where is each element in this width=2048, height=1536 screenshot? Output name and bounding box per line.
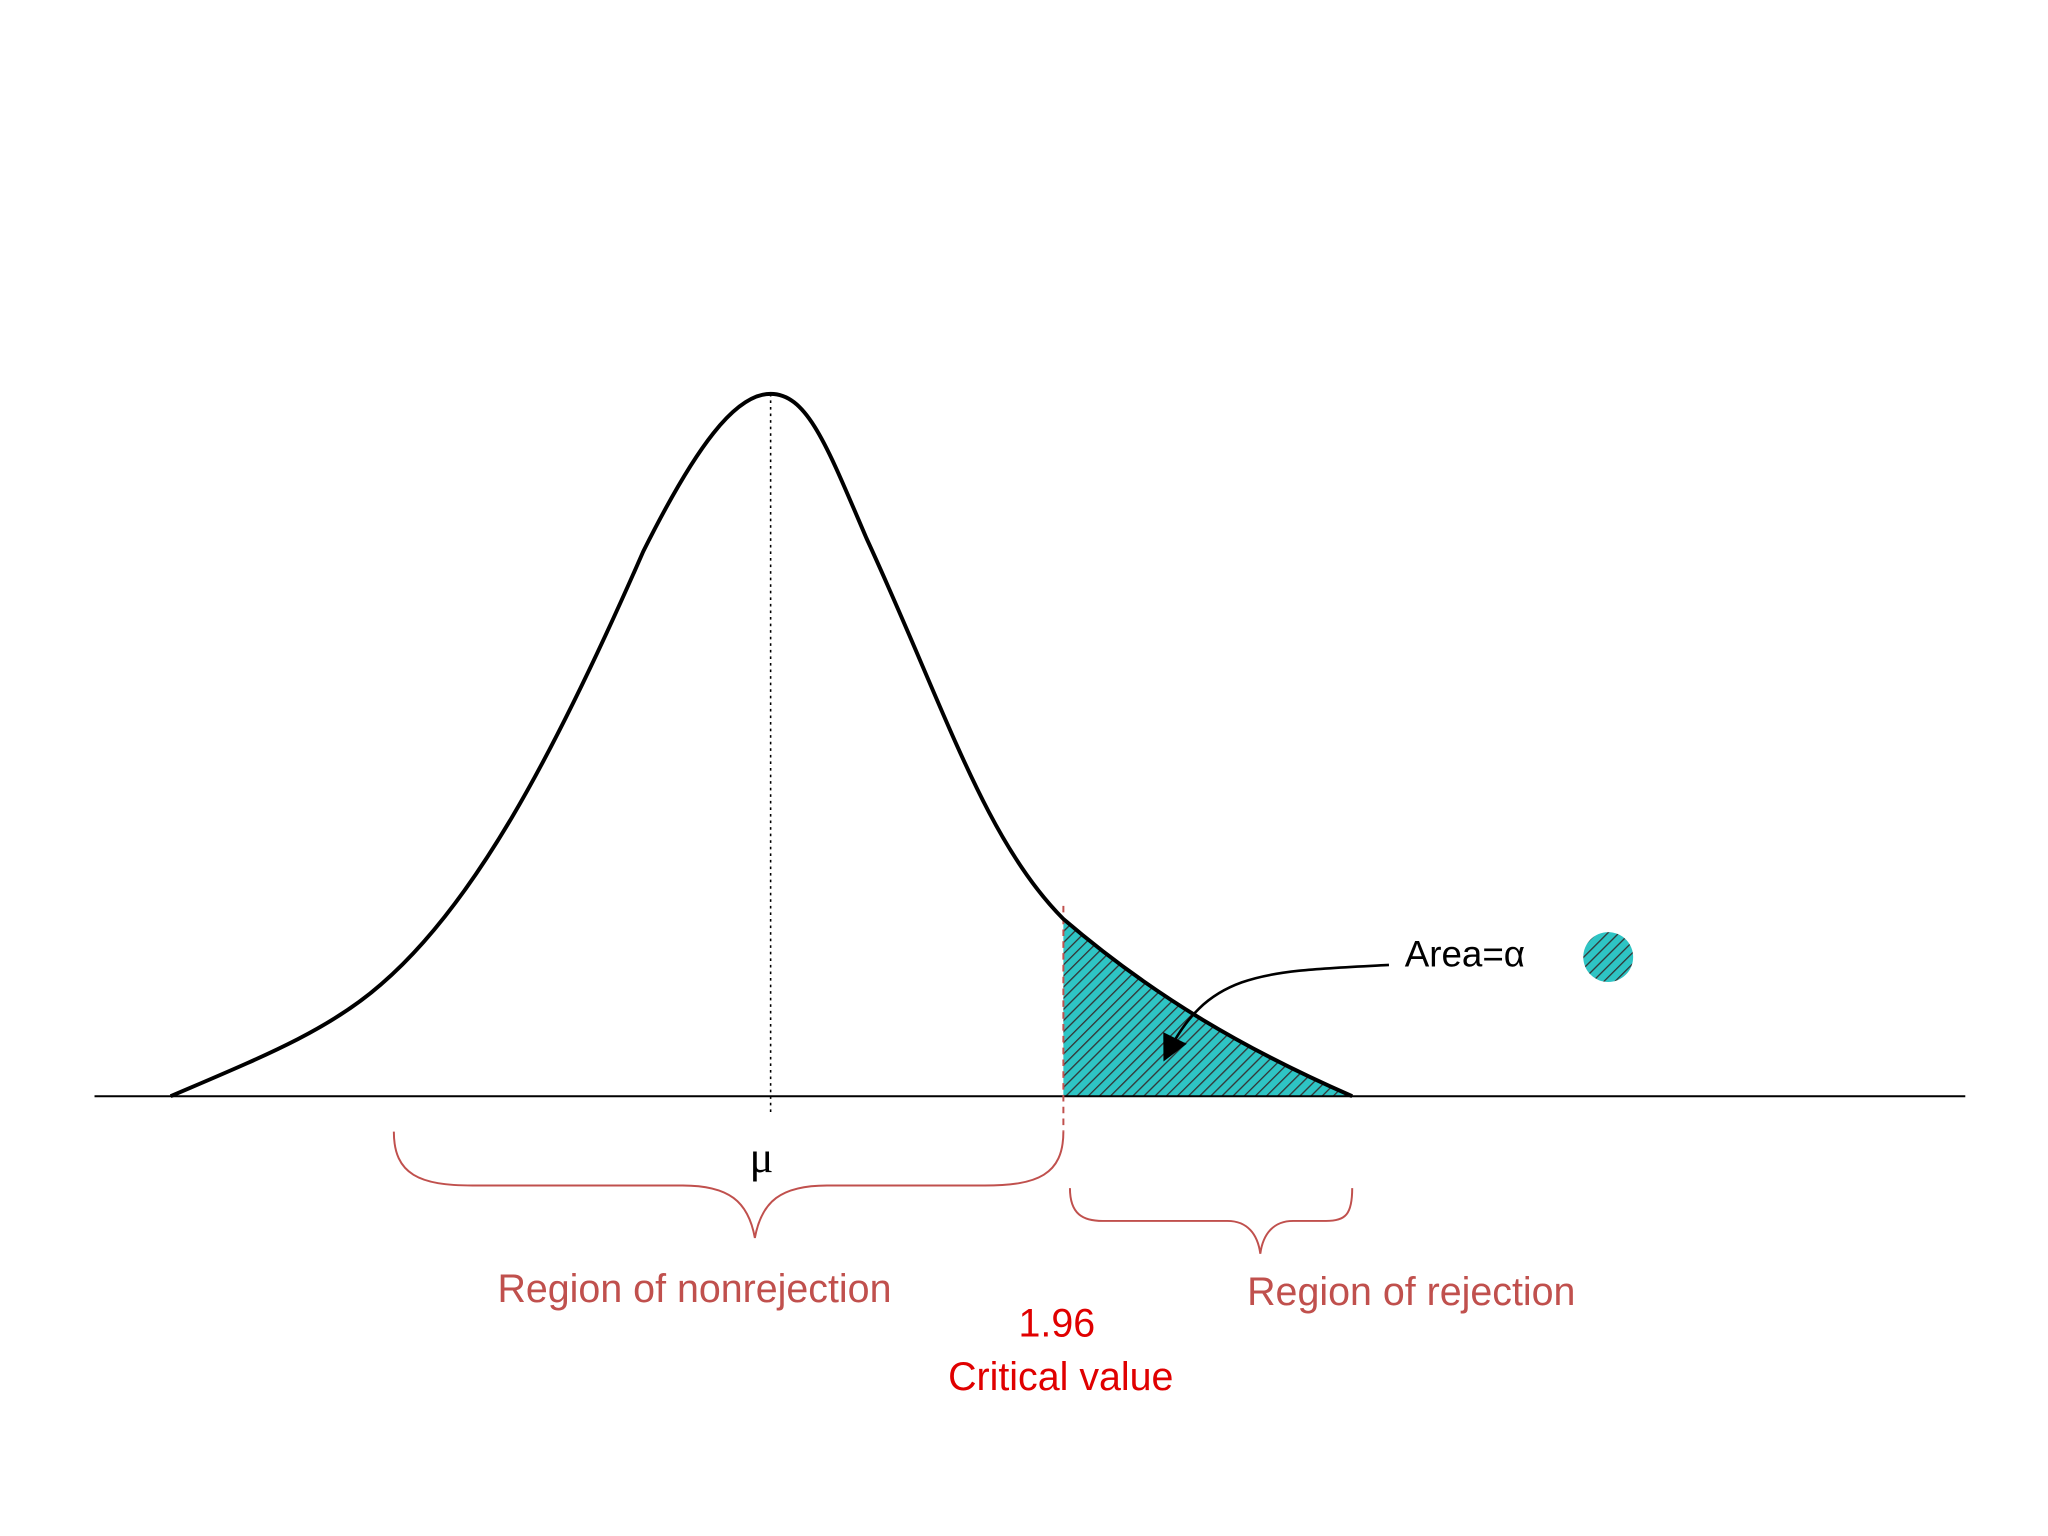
area-label: Area=α — [1405, 934, 1525, 975]
rejection-label: Region of rejection — [1247, 1270, 1575, 1314]
nonrejection-brace — [392, 1131, 1065, 1239]
area-arrow — [1163, 963, 1390, 1062]
rejection-area — [1063, 918, 1353, 1097]
mean-label: μ — [749, 1132, 773, 1182]
nonrejection-label: Region of nonrejection — [497, 1267, 891, 1311]
area-swatch — [1583, 932, 1634, 982]
rejection-brace — [1068, 1188, 1354, 1254]
normal-curve — [169, 391, 1353, 1099]
critical-number: 1.96 — [1019, 1301, 1096, 1345]
critical-label: Critical value — [948, 1355, 1173, 1399]
